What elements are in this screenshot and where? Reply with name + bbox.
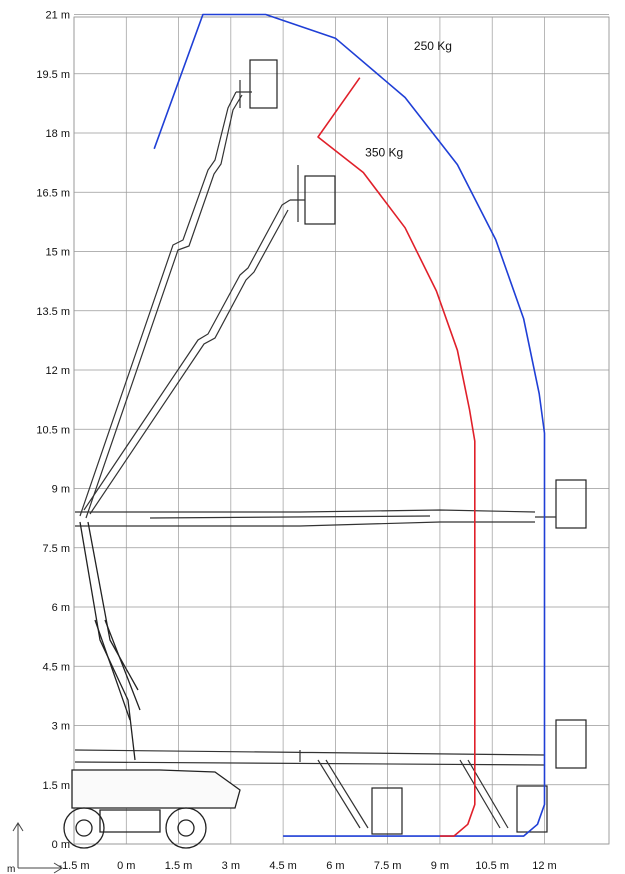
plot-frame <box>73 16 610 845</box>
y-tick-label: 0 m <box>52 839 70 851</box>
x-tick-label: 9 m <box>431 860 449 872</box>
aerial-lift-drawing <box>63 59 587 849</box>
x-tick-label: 3 m <box>222 860 240 872</box>
load-curve-1 <box>317 77 476 837</box>
load-curve-label: 350 Kg <box>365 146 403 160</box>
x-axis-unit-label: m <box>7 864 15 874</box>
axis-labels: -1.5 m 0 m 1.5 m 3 m 4.5 m 6 m 7.5 m 9 m 10.5 m 1… <box>36 10 556 873</box>
y-tick-label: 1.5 m <box>42 780 70 792</box>
y-tick-label: 10.5 m <box>36 424 70 436</box>
y-tick-label: 15 m <box>46 247 70 259</box>
y-tick-label: 21 m <box>46 10 70 22</box>
x-tick-label: 6 m <box>326 860 344 872</box>
grid <box>73 14 610 845</box>
lift-at-max-height <box>79 59 278 519</box>
x-tick-label: -1.5 m <box>58 860 89 872</box>
axis-arrows <box>12 822 63 874</box>
y-tick-label: 4.5 m <box>42 661 70 673</box>
y-tick-label: 16.5 m <box>36 187 70 199</box>
x-tick-label: 0 m <box>117 860 135 872</box>
x-axis-arrow-icon <box>18 862 63 874</box>
x-tick-label: 12 m <box>532 860 556 872</box>
y-tick-label: 13.5 m <box>36 306 70 318</box>
load-curve-label: 250 Kg <box>414 39 452 53</box>
y-tick-label: 9 m <box>52 484 70 496</box>
x-tick-label: 4.5 m <box>269 860 297 872</box>
y-tick-label: 19.5 m <box>36 69 70 81</box>
y-tick-label: 18 m <box>46 128 70 140</box>
y-tick-label: 7.5 m <box>42 543 70 555</box>
lift-horizontal-reach <box>75 479 587 529</box>
lift-base <box>63 521 241 849</box>
lift-mid-height <box>83 165 336 515</box>
lift-stowed <box>74 719 587 835</box>
x-tick-label: 7.5 m <box>374 860 402 872</box>
y-tick-label: 3 m <box>52 721 70 733</box>
load-curves <box>153 13 546 837</box>
x-tick-label: 1.5 m <box>165 860 193 872</box>
y-axis-arrow-icon <box>12 822 24 868</box>
y-tick-label: 12 m <box>46 365 70 377</box>
load-curve-0 <box>153 13 546 837</box>
y-tick-label: 6 m <box>52 602 70 614</box>
x-tick-label: 10.5 m <box>475 860 509 872</box>
